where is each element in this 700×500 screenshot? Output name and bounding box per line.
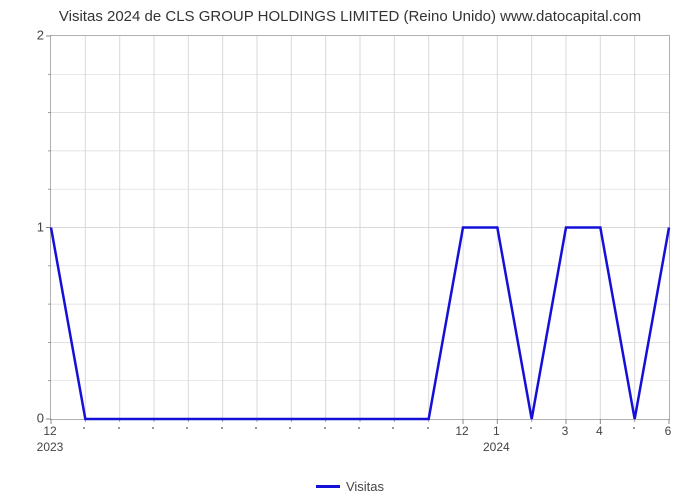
visits-line-chart: Visitas 2024 de CLS GROUP HOLDINGS LIMIT…	[0, 0, 700, 500]
xtick-minor-mark	[186, 427, 188, 429]
xtick-minor-mark	[427, 427, 429, 429]
xtick-minor-mark	[530, 427, 532, 429]
ytick-label: 0	[14, 411, 44, 426]
xtick-label: 4	[596, 424, 603, 438]
xtick-minor-mark	[289, 427, 291, 429]
plot-svg	[51, 36, 669, 419]
xtick-label: 3	[562, 424, 569, 438]
ytick-label: 1	[14, 219, 44, 234]
legend: Visitas	[0, 478, 700, 494]
legend-swatch	[316, 485, 340, 488]
plot-area	[50, 35, 670, 420]
xtick-sublabel: 2024	[483, 440, 510, 454]
xtick-label: 1	[493, 424, 500, 438]
legend-label: Visitas	[346, 479, 384, 494]
xtick-minor-mark	[118, 427, 120, 429]
xtick-minor-mark	[221, 427, 223, 429]
xtick-minor-mark	[392, 427, 394, 429]
xtick-label: 12	[43, 424, 56, 438]
xtick-minor-mark	[633, 427, 635, 429]
xtick-minor-mark	[324, 427, 326, 429]
xtick-minor-mark	[83, 427, 85, 429]
xtick-minor-mark	[358, 427, 360, 429]
xtick-label: 12	[455, 424, 468, 438]
xtick-sublabel: 2023	[37, 440, 64, 454]
xtick-minor-mark	[152, 427, 154, 429]
ytick-label: 2	[14, 28, 44, 43]
chart-title: Visitas 2024 de CLS GROUP HOLDINGS LIMIT…	[0, 8, 700, 25]
xtick-label: 6	[665, 424, 672, 438]
xtick-minor-mark	[255, 427, 257, 429]
